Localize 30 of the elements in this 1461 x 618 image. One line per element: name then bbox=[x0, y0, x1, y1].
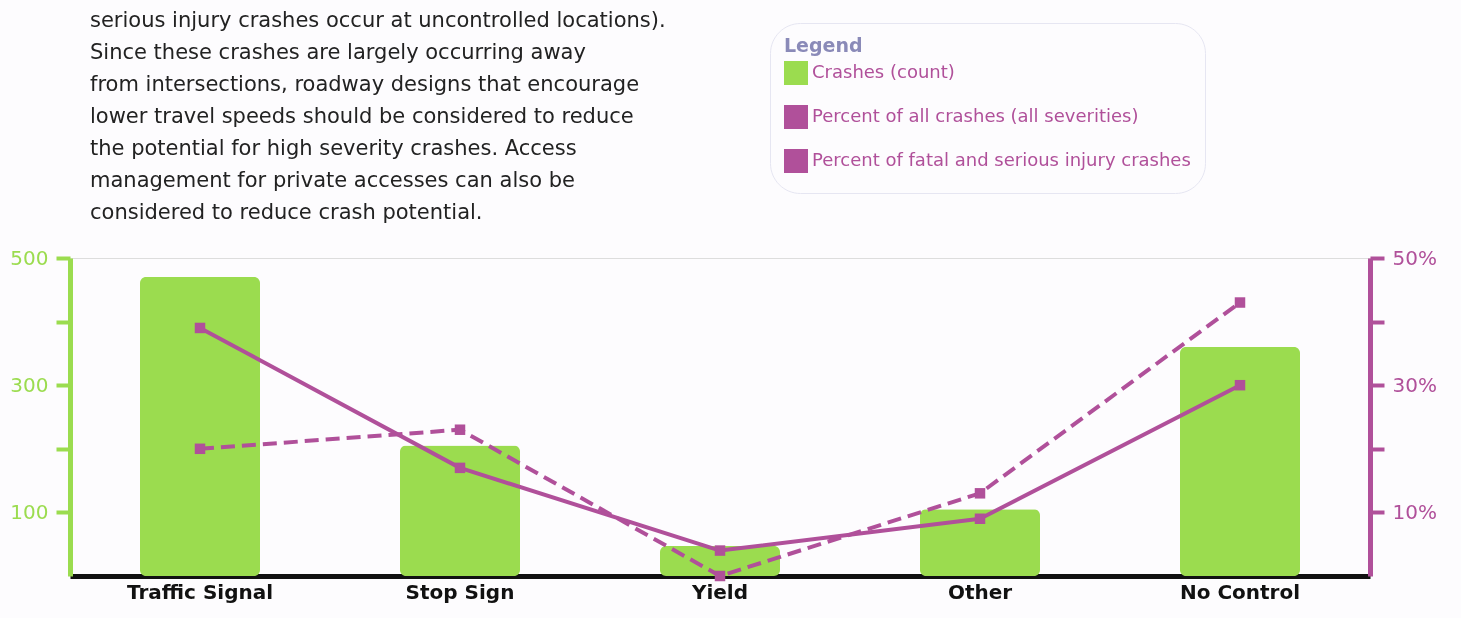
x-tick-label: Other bbox=[947, 579, 1013, 604]
point bbox=[1234, 297, 1246, 308]
point bbox=[714, 570, 726, 582]
y2-tick-label: 30% bbox=[1392, 372, 1437, 397]
x-tick-label: Traffic Signal bbox=[126, 579, 274, 604]
bar bbox=[1180, 347, 1300, 576]
y-tick-label: 300 bbox=[10, 372, 49, 397]
point bbox=[454, 424, 466, 435]
point bbox=[194, 322, 206, 334]
point bbox=[974, 488, 986, 499]
legend-label: Crashes (count) bbox=[812, 61, 955, 82]
bar bbox=[920, 509, 1040, 576]
legend-title: Legend bbox=[784, 34, 863, 56]
point bbox=[974, 513, 986, 524]
legend-label: Percent of all crashes (all severities) bbox=[812, 105, 1139, 126]
legend-label: Percent of fatal and serious injury crashes bbox=[812, 149, 1191, 170]
y2-tick-label: 10% bbox=[1392, 499, 1437, 524]
x-tick-label: No Control bbox=[1179, 579, 1301, 604]
y2-tick-label: 50% bbox=[1392, 245, 1437, 270]
x-tick-label: Yield bbox=[690, 579, 749, 604]
point bbox=[454, 462, 466, 474]
bar bbox=[400, 445, 520, 576]
point bbox=[194, 443, 206, 455]
x-tick-label: Stop Sign bbox=[405, 579, 515, 604]
point bbox=[1234, 379, 1246, 391]
y-tick-label: 100 bbox=[10, 499, 49, 524]
y-tick-label: 500 bbox=[10, 245, 49, 270]
text: serious injury crashes occur at uncontrolled locations). Since these crashes are largely occurring away from intersections, roadway designs that encourage lower travel speeds should be considered to reduce the potential for high severity crashes. Access management for private accesses can also be considered to reduce crash potential. bbox=[90, 8, 666, 224]
bar bbox=[140, 277, 260, 576]
point bbox=[714, 545, 726, 556]
